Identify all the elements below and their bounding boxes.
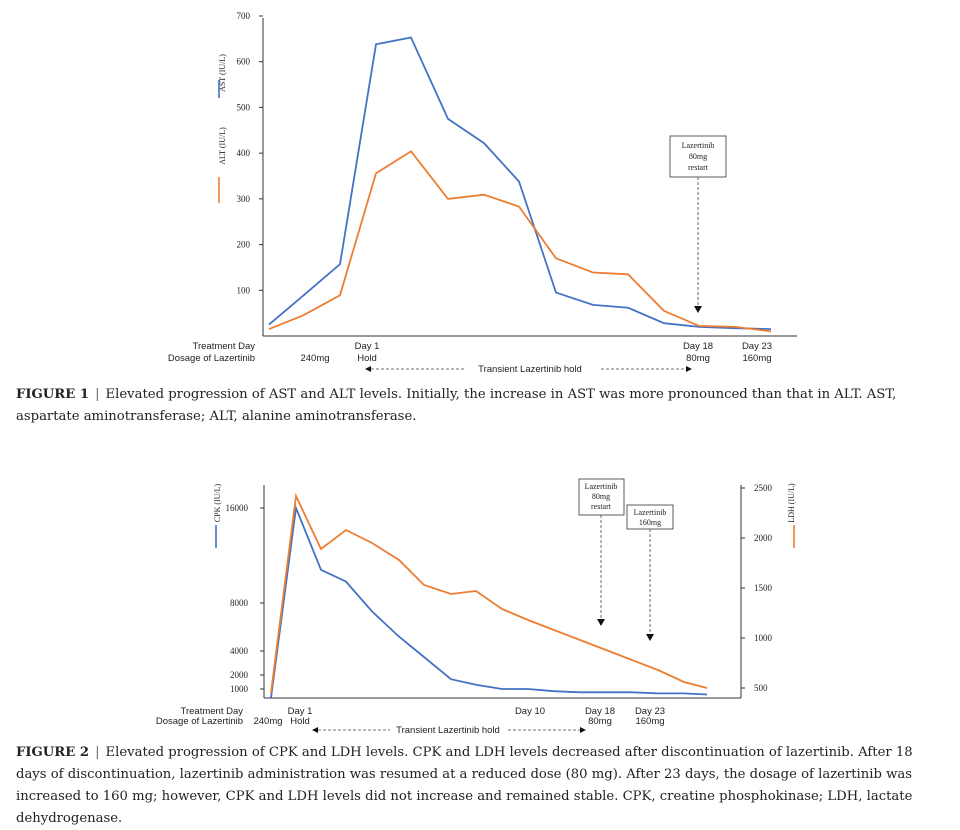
fig1-label-day1: Day 1: [355, 341, 380, 352]
figure2-caption-label: FIGURE 2: [16, 745, 90, 760]
fig2-y-tick-right-label: 1500: [754, 583, 773, 593]
fig2-annotation1-arrowhead: [597, 619, 605, 626]
fig2-legend-ldh-label: LDH (IU/L): [787, 483, 796, 523]
fig1-row-dosage: Dosage of Lazertinib: [168, 353, 255, 364]
fig2-label-dose-160: 160mg: [635, 716, 664, 727]
fig2-label-day18: Day 18: [585, 706, 615, 717]
fig2-label-day1: Day 1: [288, 706, 313, 717]
fig2-label-hold-span: Transient Lazertinib hold: [396, 725, 500, 736]
fig1-y-tick-label: 500: [237, 102, 251, 112]
fig2-legend-cpk-label: CPK (IU/L): [213, 483, 222, 522]
figure2-caption-sep: |: [95, 745, 100, 760]
fig2-annotation1-box: [578, 478, 625, 516]
fig2-y-ticks-right: 2500 2000 1500 1000 500: [741, 483, 773, 693]
fig2-label-dose-240: 240mg: [253, 716, 282, 727]
fig2-hold-span-right-head: [580, 727, 586, 733]
fig2-y-tick-right-label: 2500: [754, 483, 773, 493]
fig2-annotation2-line1: Lazertinib: [634, 508, 667, 517]
fig1-series-ast-line: [268, 36, 772, 330]
fig1-label-hold-span: Transient Lazertinib hold: [478, 364, 582, 375]
fig1-annotation-line3: restart: [688, 163, 709, 172]
fig1-annotation-line2: 80mg: [689, 152, 707, 161]
fig1-label-hold: Hold: [357, 353, 377, 364]
fig1-label-dose-80: 80mg: [686, 353, 710, 364]
fig2-y-tick-left-label: 4000: [230, 646, 249, 656]
fig1-legend-alt-label: ALT (IU/L): [218, 127, 227, 165]
fig2-annotation2-box: [626, 504, 674, 530]
fig1-y-tick-label: 100: [237, 285, 251, 295]
fig2-annotation1-line3: restart: [591, 502, 612, 511]
figure1-chart: 700 600 500 400 300 200 100 AST (IU/L) ALT (IU…: [168, 11, 797, 375]
fig2-series-cpk-line: [270, 504, 708, 698]
fig1-y-tick-label: 700: [237, 11, 251, 21]
fig1-label-dose-160: 160mg: [742, 353, 771, 364]
fig2-y-tick-left-label: 8000: [230, 598, 249, 608]
fig2-annotation1-line2: 80mg: [592, 492, 610, 501]
fig2-y-tick-right-label: 500: [754, 683, 768, 693]
fig1-legend-ast-label: AST (IU/L): [218, 54, 227, 92]
figure2-chart: 16000 8000 4000 2000 1000 2500 2000 1500 1000 50…: [156, 478, 796, 736]
fig1-series-alt-line: [268, 150, 772, 333]
fig2-label-day10: Day 10: [515, 706, 545, 717]
fig1-label-dose-240: 240mg: [300, 353, 329, 364]
fig1-annotation-arrowhead: [694, 306, 702, 313]
fig2-label-dose-80: 80mg: [588, 716, 612, 727]
fig1-label-day23: Day 23: [742, 341, 772, 352]
fig1-hold-span-right-head: [686, 366, 692, 372]
fig2-label-hold: Hold: [290, 716, 310, 727]
fig2-y-tick-right-label: 2000: [754, 533, 773, 543]
fig2-y-ticks-left: 16000 8000 4000 2000 1000: [226, 503, 264, 694]
fig2-y-tick-left-label: 16000: [226, 503, 249, 513]
fig2-annotation1-line1: Lazertinib: [585, 482, 618, 491]
fig1-hold-span-left-head: [365, 366, 371, 372]
fig1-row-treatment-day: Treatment Day: [193, 341, 256, 352]
figure2-caption: FIGURE 2 | Elevated progression of CPK and…: [16, 742, 946, 830]
figure2-caption-text: Elevated progression of CPK and LDH leve…: [16, 745, 913, 826]
fig1-y-tick-label: 600: [237, 57, 251, 67]
fig2-y-tick-right-label: 1000: [754, 633, 773, 643]
fig2-label-day23: Day 23: [635, 706, 665, 717]
fig1-annotation-line1: Lazertinib: [682, 141, 715, 150]
fig2-hold-span-left-head: [312, 727, 318, 733]
fig1-y-tick-label: 300: [237, 194, 251, 204]
fig2-y-tick-left-label: 1000: [230, 684, 249, 694]
fig2-row-dosage: Dosage of Lazertinib: [156, 716, 243, 727]
fig1-label-day18: Day 18: [683, 341, 713, 352]
fig1-y-tick-label: 400: [237, 148, 251, 158]
figure1-caption-sep: |: [95, 387, 100, 402]
fig2-annotation2-arrowhead: [646, 634, 654, 641]
fig2-annotation2-line2: 160mg: [639, 518, 661, 527]
figure1-caption-label: FIGURE 1: [16, 387, 90, 402]
figure1-caption-text: Elevated progression of AST and ALT leve…: [16, 387, 897, 424]
fig2-row-treatment-day: Treatment Day: [181, 706, 244, 717]
figure1-caption: FIGURE 1 | Elevated progression of AST and…: [16, 384, 946, 428]
fig1-y-ticks: 700 600 500 400 300 200 100: [237, 11, 263, 295]
fig2-series-ldh-line: [270, 492, 708, 694]
fig1-y-tick-label: 200: [237, 240, 251, 250]
fig2-y-tick-left-label: 2000: [230, 670, 249, 680]
